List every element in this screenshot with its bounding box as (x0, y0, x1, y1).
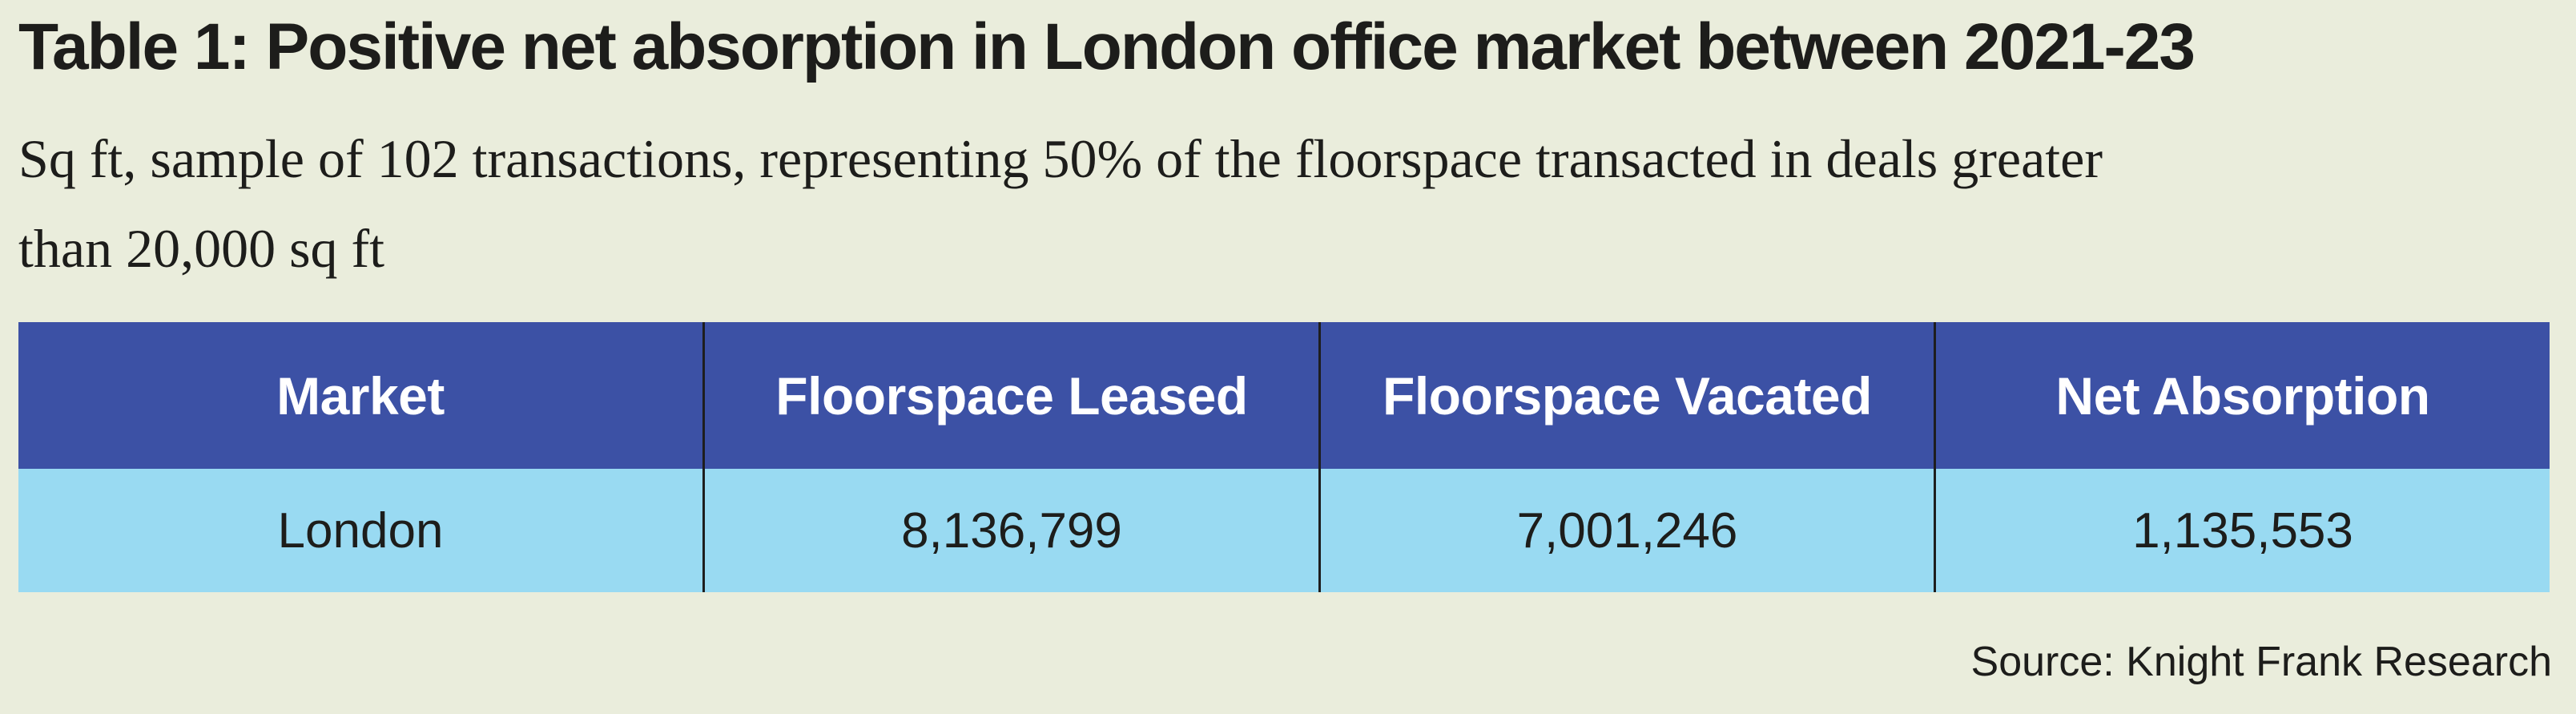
column-header-market: Market (18, 322, 702, 469)
cell-net-absorption-value: 1,135,553 (1934, 469, 2550, 592)
figure-title: Table 1: Positive net absorption in Lond… (18, 10, 2196, 83)
cell-floorspace-leased-value: 8,136,799 (702, 469, 1318, 592)
column-header-floorspace-vacated: Floorspace Vacated (1318, 322, 1934, 469)
figure-subtitle: Sq ft, sample of 102 transactions, repre… (18, 114, 2421, 293)
column-header-net-absorption: Net Absorption (1934, 322, 2550, 469)
subtitle-line-2: than 20,000 sq ft (18, 218, 385, 279)
source-attribution: Source: Knight Frank Research (1970, 639, 2552, 685)
column-header-floorspace-leased: Floorspace Leased (702, 322, 1318, 469)
data-table: Market Floorspace Leased Floorspace Vaca… (18, 322, 2550, 592)
subtitle-line-1: Sq ft, sample of 102 transactions, repre… (18, 128, 2103, 189)
cell-market-london: London (18, 469, 702, 592)
cell-floorspace-vacated-value: 7,001,246 (1318, 469, 1934, 592)
